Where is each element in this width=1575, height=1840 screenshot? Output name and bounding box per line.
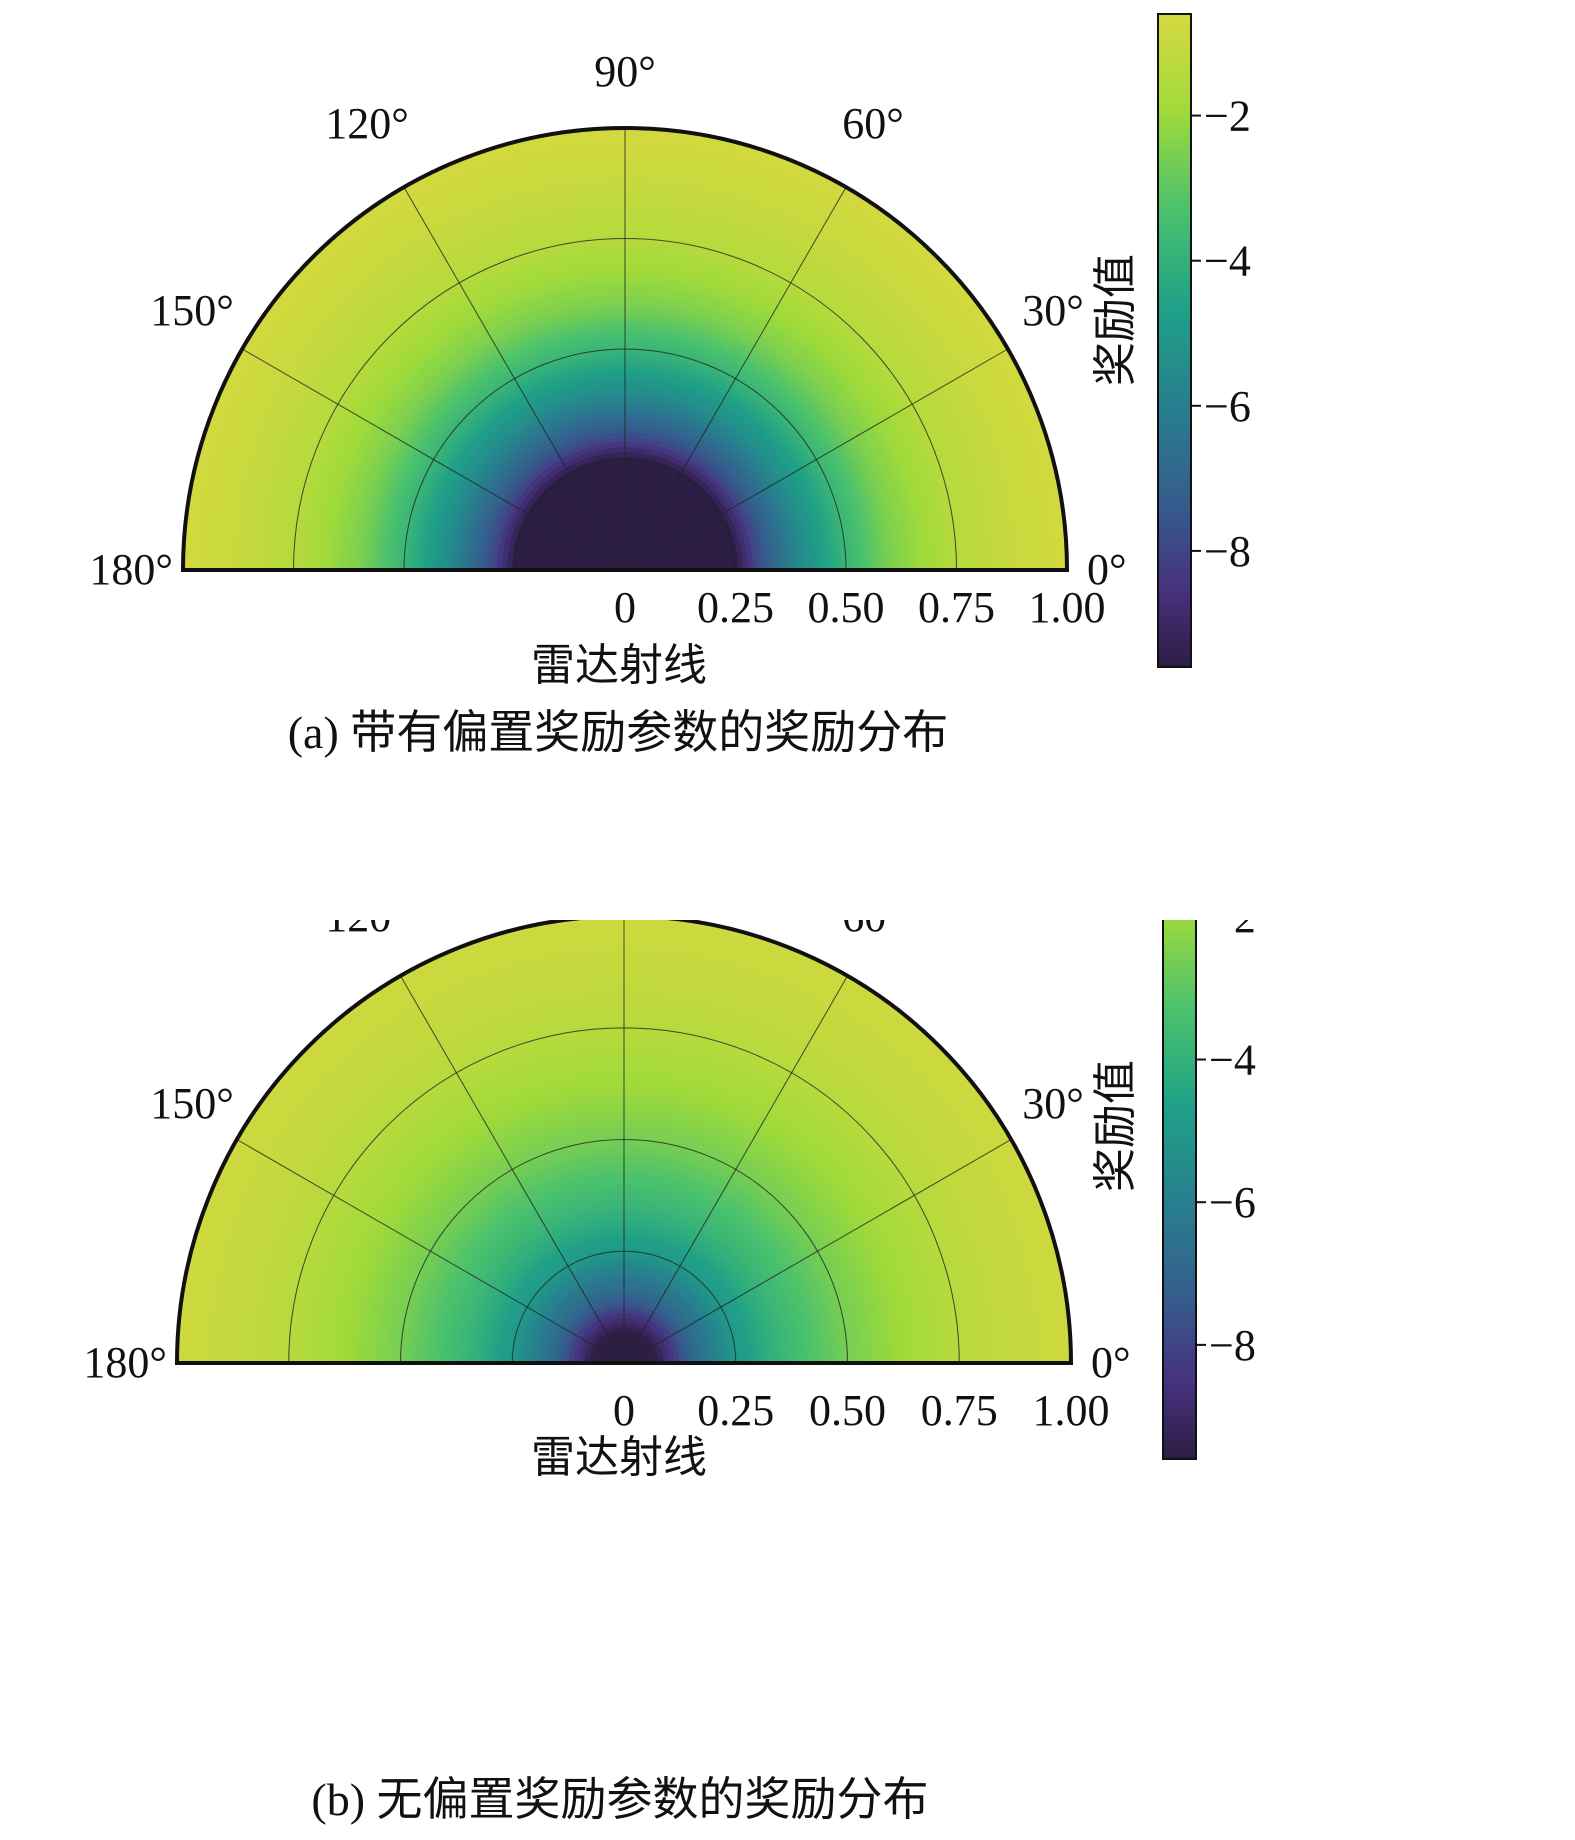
theta-tick-labels: 0° 30° 60° 90° 120° 150° 180°: [89, 47, 1126, 594]
r-tick-label: 0.25: [697, 1386, 774, 1435]
r-axis-label: 雷达射线: [531, 1433, 707, 1482]
theta-tick-label: 60°: [842, 920, 904, 941]
r-gridline: [511, 1250, 737, 1364]
theta-tick-label: 120°: [325, 99, 409, 148]
heatmap-ring: [615, 560, 635, 570]
r-tick-label: 0.75: [921, 1386, 998, 1435]
colorbar-tick-label: −6: [1209, 1178, 1256, 1227]
r-tick-label: 0.75: [918, 583, 995, 632]
r-tick-label: 0: [614, 583, 636, 632]
colorbar-label: 奖励值: [1091, 254, 1140, 386]
polar-frame: [180, 126, 1070, 572]
r-gridline: [400, 1139, 848, 1364]
colorbar-tick-label: −4: [1209, 1036, 1256, 1085]
theta-tick-label: 0°: [1087, 545, 1127, 594]
panel-caption: (b) 无偏置奖励参数的奖励分布: [311, 1774, 928, 1825]
theta-tick-label: 120°: [325, 920, 409, 941]
theta-tick-label: 30°: [1022, 1079, 1084, 1128]
colorbar-tick-label: −4: [1204, 237, 1251, 286]
colorbar-tick-label: −8: [1209, 1321, 1256, 1370]
heatmap-ring: [609, 1348, 639, 1363]
theta-tick-label: 60°: [842, 99, 904, 148]
theta-tick-label: 0°: [1091, 1338, 1131, 1387]
r-tick-labels: 0 0.25 0.50 0.75 1.00: [614, 583, 1106, 632]
colorbar: [1162, 816, 1197, 1460]
r-tick-labels: 0 0.25 0.50 0.75 1.00: [613, 1386, 1110, 1435]
r-tick-label: 0.25: [697, 583, 774, 632]
colorbar: [1157, 13, 1192, 668]
colorbar-tick-label: −2: [1209, 920, 1256, 942]
theta-tick-label: 30°: [1022, 286, 1084, 335]
theta-tick-label: 180°: [89, 545, 173, 594]
theta-tick-label: 90°: [594, 47, 656, 96]
r-gridline: [403, 348, 847, 571]
theta-tick-label: 150°: [150, 286, 234, 335]
colorbar-tick-label: −6: [1204, 382, 1251, 431]
heatmap-ring: [614, 1353, 634, 1363]
r-tick-label: 0.50: [808, 583, 885, 632]
r-gridline: [293, 238, 957, 571]
polar-chart-a: 0° 30° 60° 90° 120° 150° 180° 0 0.25 0.50 0.75 1.0…: [89, 13, 1251, 758]
theta-tick-label: 150°: [150, 1079, 234, 1128]
r-tick-label: 0: [613, 1386, 635, 1435]
heatmap-rings: [183, 128, 1067, 570]
chart-panel-a: 0° 30° 60° 90° 120° 150° 180° 0 0.25 0.50 0.75 1.0…: [0, 0, 1575, 915]
colorbar-tick-label: −2: [1204, 92, 1251, 141]
chart-panel-b: 0°30°60°90°120°150°180° 00.250.500.751.0…: [0, 816, 1575, 1835]
heatmap-rings: [177, 916, 1071, 1363]
colorbar-tick-label: −8: [1204, 527, 1251, 576]
r-tick-label: 0.50: [809, 1386, 886, 1435]
panel-caption: (a) 带有偏置奖励参数的奖励分布: [288, 707, 949, 758]
colorbar-ticks: −2 −4 −6 −8: [1196, 893, 1256, 1370]
theta-tick-label: 180°: [83, 1338, 167, 1387]
polar-chart-b: 0°30°60°90°120°150°180° 00.250.500.751.0…: [83, 816, 1256, 1825]
colorbar-label: 奖励值: [1091, 1060, 1140, 1192]
r-gridline: [288, 1027, 960, 1364]
r-axis-label: 雷达射线: [531, 641, 707, 690]
r-tick-label: 1.00: [1029, 583, 1106, 632]
r-tick-label: 1.00: [1033, 1386, 1110, 1435]
colorbar-ticks: −2 −4 −6 −8: [1191, 92, 1251, 576]
r-gridline: [514, 459, 736, 571]
